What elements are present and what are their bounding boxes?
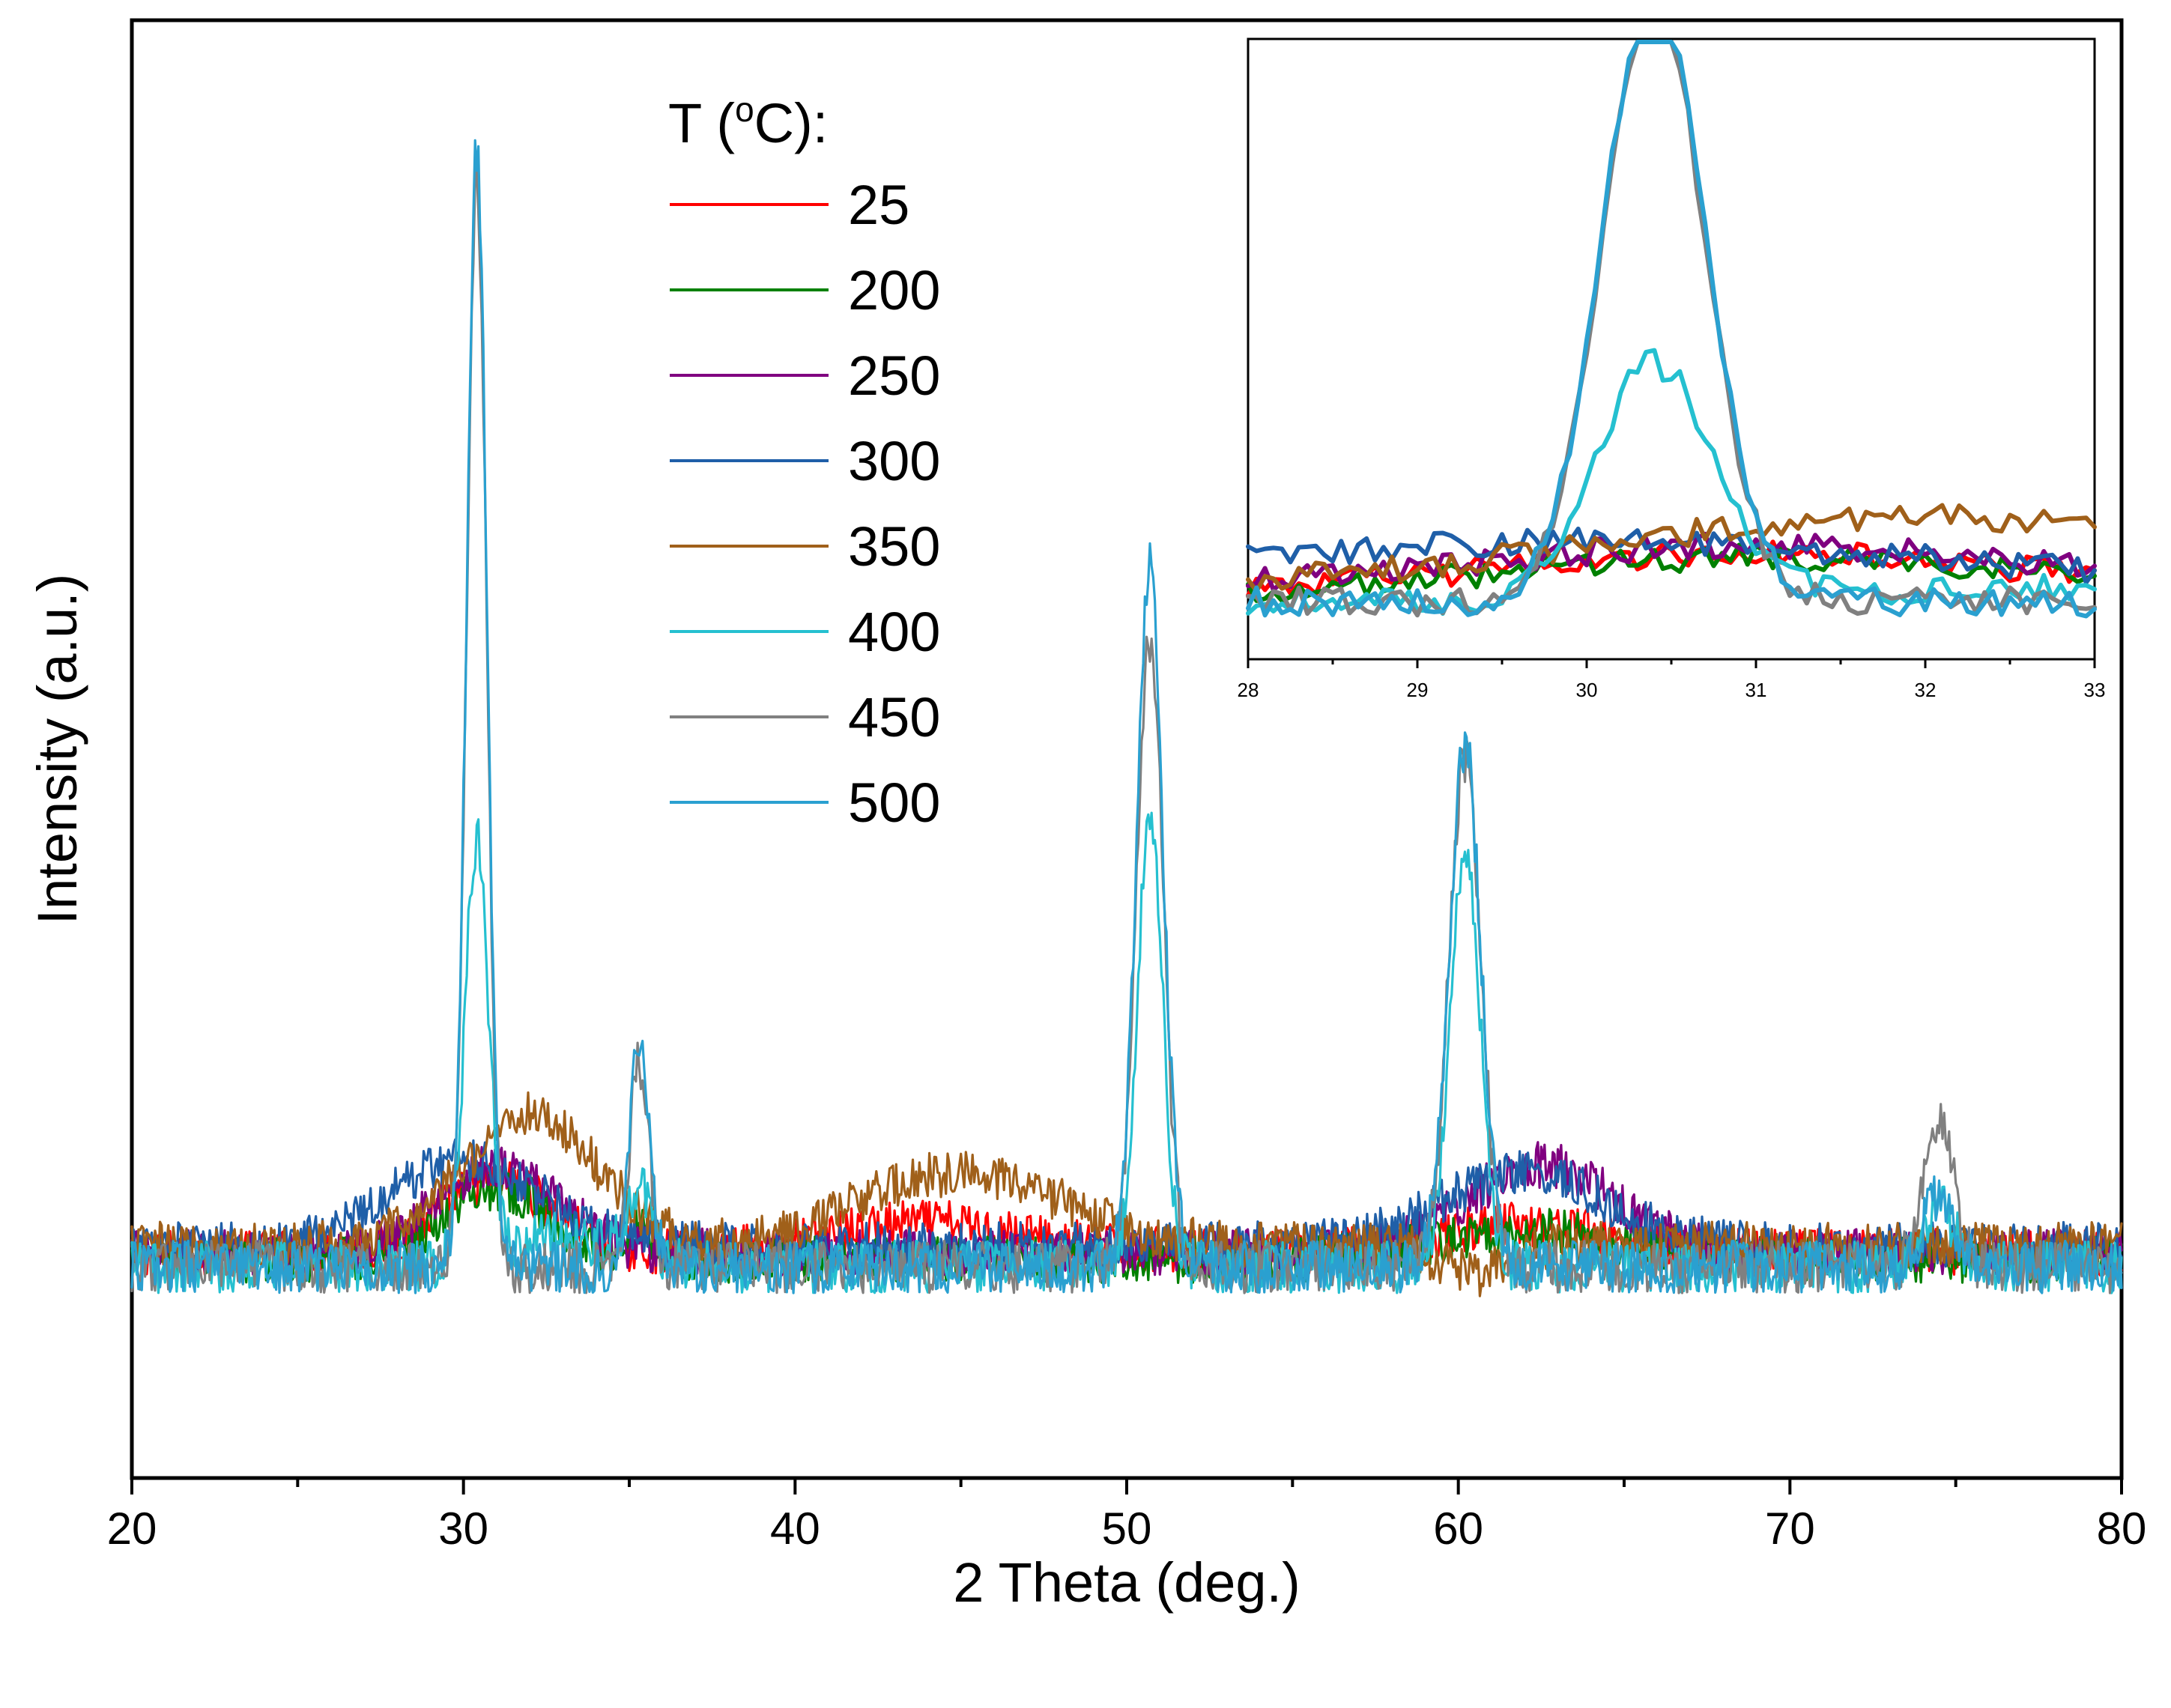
legend-title-suffix: C): bbox=[754, 92, 829, 154]
inset-series-line-300 bbox=[1246, 527, 2097, 585]
legend-label-25: 25 bbox=[848, 174, 909, 236]
main-series-group bbox=[130, 139, 2123, 1297]
legend-label-250: 250 bbox=[848, 345, 940, 407]
inset-x-ticks: 28 29 30 31 32 33 bbox=[1238, 659, 2106, 701]
series-line-300 bbox=[130, 1138, 2123, 1270]
legend-title-prefix: T ( bbox=[668, 92, 735, 154]
inset-x-tick-label: 30 bbox=[1576, 679, 1598, 701]
inset-plot: 28 29 30 31 32 33 bbox=[1238, 37, 2106, 701]
x-tick-label: 60 bbox=[1433, 1503, 1483, 1554]
legend-label-450: 450 bbox=[848, 686, 940, 748]
y-axis-title: Intensity (a.u.) bbox=[26, 574, 88, 925]
legend-label-300: 300 bbox=[848, 430, 940, 492]
legend-items: 25 200 250 300 350 400 450 500 bbox=[670, 174, 940, 834]
legend-title-superscript: o bbox=[735, 90, 754, 129]
inset-series-line-350 bbox=[1246, 503, 2097, 594]
legend: T (oC): 25 200 250 300 350 400 450 500 bbox=[668, 90, 940, 834]
main-x-ticks: 20 30 40 50 60 70 80 bbox=[107, 1478, 2147, 1554]
x-tick-label: 70 bbox=[1765, 1503, 1815, 1554]
inset-series-line-500 bbox=[1246, 40, 2097, 619]
legend-label-200: 200 bbox=[848, 259, 940, 321]
inset-x-tick-label: 31 bbox=[1745, 679, 1767, 701]
inset-series-group bbox=[1246, 40, 2097, 619]
inset-x-tick-label: 33 bbox=[2084, 679, 2106, 701]
x-tick-label: 30 bbox=[438, 1503, 488, 1554]
legend-title: T (oC): bbox=[668, 90, 828, 154]
inset-x-tick-label: 28 bbox=[1238, 679, 1259, 701]
x-tick-label: 40 bbox=[770, 1503, 820, 1554]
x-axis-title: 2 Theta (deg.) bbox=[953, 1551, 1300, 1614]
legend-label-500: 500 bbox=[848, 772, 940, 834]
x-tick-label: 20 bbox=[107, 1503, 157, 1554]
inset-series-line-400 bbox=[1246, 348, 2097, 617]
x-tick-label: 80 bbox=[2097, 1503, 2147, 1554]
inset-x-tick-label: 29 bbox=[1407, 679, 1429, 701]
x-tick-label: 50 bbox=[1102, 1503, 1152, 1554]
legend-label-400: 400 bbox=[848, 601, 940, 663]
legend-label-350: 350 bbox=[848, 515, 940, 578]
series-line-500 bbox=[130, 139, 2123, 1294]
inset-x-tick-label: 32 bbox=[1915, 679, 1937, 701]
